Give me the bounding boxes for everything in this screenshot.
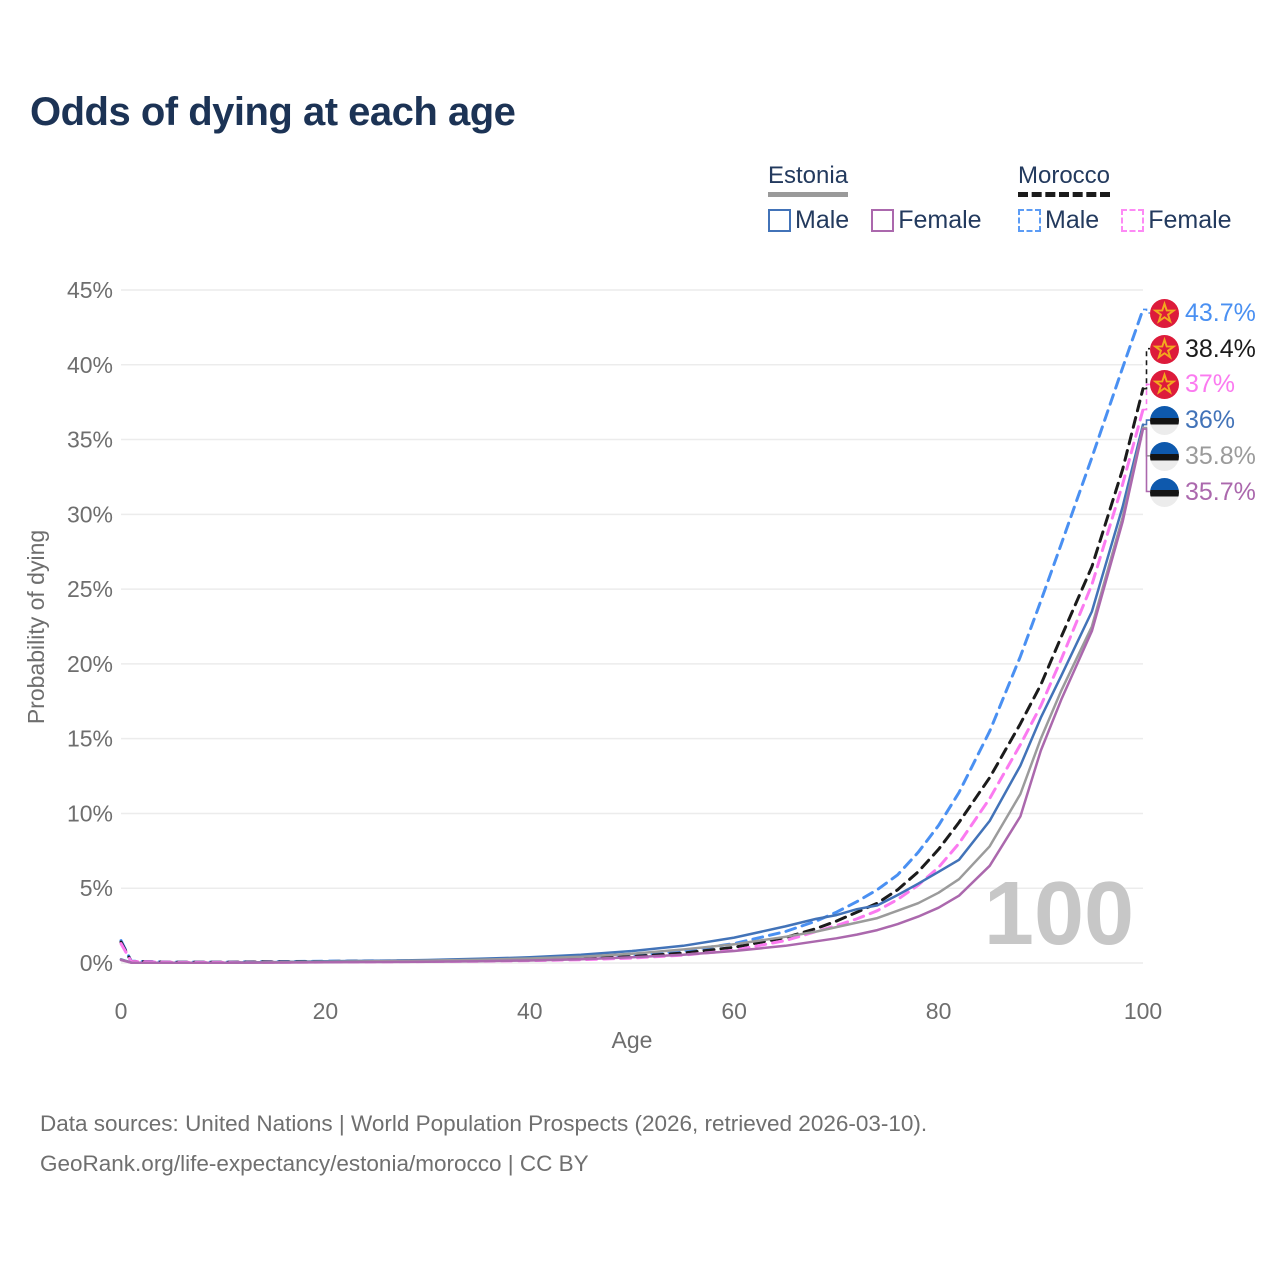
legend-item-label: Female [898, 206, 982, 234]
legend-swatch-icon [768, 209, 791, 232]
y-tick-label: 25% [67, 576, 113, 602]
legend-row-morocco: Male Female [1018, 206, 1254, 235]
y-tick-label: 5% [80, 875, 113, 901]
y-tick-label: 40% [67, 352, 113, 378]
legend-group-name-estonia: Estonia [768, 162, 849, 197]
hover-age-watermark: 100 [984, 864, 1134, 964]
footer-data-sources: Data sources: United Nations | World Pop… [40, 1111, 928, 1136]
x-tick-label: 0 [115, 998, 128, 1024]
y-tick-label: 35% [67, 427, 113, 453]
estonia-flag-icon [1150, 441, 1179, 471]
end-label-row: 38.4% [1150, 334, 1256, 364]
pentagram-star-icon [1152, 300, 1177, 324]
y-tick-label: 15% [67, 726, 113, 752]
x-tick-label: 40 [517, 998, 543, 1024]
estonia-flag-icon [1150, 405, 1179, 435]
y-tick-label: 20% [67, 651, 113, 677]
plot-hover-area[interactable] [121, 290, 1143, 963]
end-label-connector [1143, 308, 1150, 314]
footer-attribution: GeoRank.org/life-expectancy/estonia/moro… [40, 1151, 589, 1176]
end-label-row: 43.7% [1150, 298, 1256, 328]
y-axis-title: Probability of dying [23, 530, 49, 724]
end-label-value: 37% [1185, 369, 1236, 398]
end-label-value: 35.7% [1185, 477, 1256, 506]
legend-group-name-morocco: Morocco [1018, 162, 1111, 197]
legend-item-estonia-male[interactable]: Male [768, 206, 849, 235]
end-label-connector [1143, 347, 1150, 390]
end-label-connector [1143, 419, 1150, 426]
end-label-value: 43.7% [1185, 298, 1256, 327]
morocco-flag-icon [1150, 298, 1179, 328]
end-label-value: 36% [1185, 405, 1236, 434]
end-label-value: 35.8% [1185, 441, 1256, 470]
end-label-value: 38.4% [1185, 334, 1256, 363]
series-line-estonia-female[interactable] [119, 427, 1145, 965]
y-tick-label: 10% [67, 800, 113, 826]
end-label-connector [1143, 383, 1150, 411]
end-label-row: 37% [1150, 369, 1235, 399]
legend-item-morocco-male[interactable]: Male [1018, 206, 1099, 235]
legend-group-estonia: Estonia Male Female [768, 162, 1004, 235]
morocco-flag-icon [1150, 369, 1179, 399]
legend-row-estonia: Male Female [768, 206, 1004, 235]
legend-item-estonia-female[interactable]: Female [871, 206, 982, 235]
y-tick-label: 30% [67, 501, 113, 527]
end-label-row: 36% [1150, 405, 1235, 435]
x-axis-title: Age [612, 1027, 653, 1053]
legend-item-label: Female [1148, 206, 1232, 234]
y-tick-label: 0% [80, 950, 113, 976]
legend-group-morocco: Morocco Male Female [1018, 162, 1254, 235]
end-label-row: 35.8% [1150, 441, 1256, 471]
footer: Data sources: United Nations | World Pop… [40, 1104, 927, 1184]
pentagram-star-icon [1152, 336, 1177, 360]
page-title: Odds of dying at each age [30, 90, 516, 134]
end-label-connector [1143, 428, 1150, 493]
legend-item-label: Male [1045, 206, 1100, 234]
morocco-flag-icon [1150, 334, 1179, 364]
legend-swatch-icon [1121, 209, 1145, 232]
legend-swatch-icon [1018, 209, 1041, 232]
end-label-row: 35.7% [1150, 477, 1256, 507]
x-tick-label: 20 [313, 998, 339, 1024]
x-tick-label: 100 [1124, 998, 1162, 1024]
estonia-flag-icon [1150, 477, 1179, 507]
legend-item-morocco-female[interactable]: Female [1121, 206, 1232, 235]
x-tick-label: 80 [926, 998, 952, 1024]
pentagram-star-icon [1152, 371, 1177, 395]
legend-item-label: Male [795, 206, 850, 234]
y-tick-label: 45% [67, 277, 113, 303]
legend-swatch-icon [871, 209, 895, 232]
x-tick-label: 60 [721, 998, 747, 1024]
